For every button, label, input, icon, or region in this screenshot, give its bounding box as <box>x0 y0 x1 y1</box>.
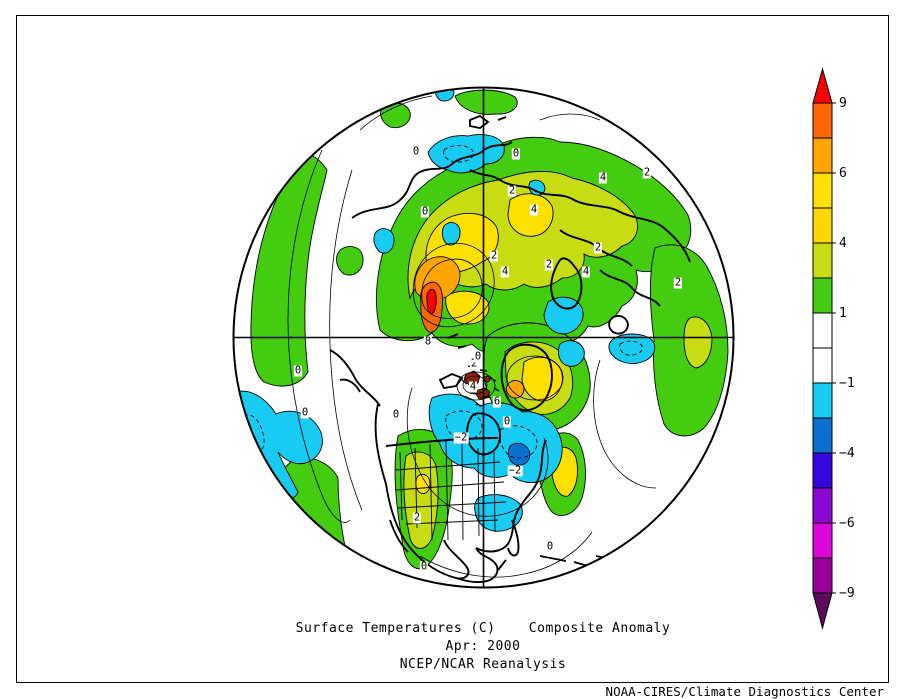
state-boundaries <box>395 439 507 541</box>
contour-value-label: 4 <box>598 171 608 184</box>
deep-blue-spots <box>507 442 531 466</box>
colorbar-tick-label: 4 <box>839 236 847 251</box>
colorbar: 9 6 4 1 −1 −4 −6 −9 <box>812 67 855 630</box>
contour-value-label: 4 <box>581 265 591 278</box>
colorbar-segment <box>812 382 833 419</box>
contour-value-label: 2 <box>469 357 479 370</box>
colorbar-segment <box>812 102 833 139</box>
contour-value-label: 0 <box>300 406 310 419</box>
colorbar-tick-label: −9 <box>839 586 855 601</box>
contour-value-label: 2 <box>489 249 499 262</box>
map-boundary-circle <box>232 86 735 589</box>
colorbar-tick-label: 1 <box>839 306 847 321</box>
contour-value-label: 4 <box>468 380 478 393</box>
map-title: Surface Temperatures (C) Composite Anoma… <box>295 621 671 636</box>
colorbar-tick-label: −6 <box>839 516 855 531</box>
map-subtitle-date: Apr: 2000 <box>445 639 521 654</box>
colorbar-segment <box>812 207 833 244</box>
contour-value-label: 0 <box>502 415 512 428</box>
contour-value-label: 0 <box>511 147 521 160</box>
contour-value-label: 4 <box>529 203 539 216</box>
contour-lines <box>287 95 657 578</box>
colorbar-segment <box>812 452 833 489</box>
contour-value-label: 0 <box>419 560 429 573</box>
map-content <box>234 88 733 587</box>
colorbar-segment <box>812 137 833 174</box>
contour-value-label: −2 <box>453 431 469 444</box>
map-dataset-label: NCEP/NCAR Reanalysis <box>399 657 567 672</box>
colorbar-segment <box>812 487 833 524</box>
contour-value-label: 2 <box>507 184 517 197</box>
contour-value-label: 2 <box>593 241 603 254</box>
contour-value-label: 2 <box>412 511 422 524</box>
colorbar-segment <box>812 242 833 279</box>
contour-value-label: −2 <box>507 464 523 477</box>
contour-value-label: 0 <box>545 540 555 553</box>
colorbar-segment <box>812 312 833 349</box>
contour-value-label: 2 <box>642 166 652 179</box>
contour-value-label: 4 <box>500 265 510 278</box>
credit-text: NOAA-CIRES/Climate Diagnostics Center <box>605 684 884 699</box>
contour-value-label: 8 <box>423 335 433 348</box>
colorbar-segment <box>812 417 833 454</box>
meridian-lines <box>234 88 733 587</box>
colorbar-segment <box>812 347 833 384</box>
contour-value-label: 0 <box>411 145 421 158</box>
colorbar-segment <box>812 277 833 314</box>
coastlines <box>329 114 691 584</box>
contour-value-label: 0 <box>420 205 430 218</box>
colorbar-tick-label: 6 <box>839 166 847 181</box>
colorbar-tick-label: 9 <box>839 96 847 111</box>
contour-value-label: 2 <box>544 258 554 271</box>
contour-value-label: 6 <box>492 395 502 408</box>
colorbar-arrow-down <box>812 592 833 630</box>
contour-value-label: 2 <box>673 276 683 289</box>
colorbar-tick-label: −1 <box>839 376 855 391</box>
contour-value-label: 0 <box>293 364 303 377</box>
colorbar-arrow-up <box>812 67 833 104</box>
contour-value-label: 0 <box>473 350 483 363</box>
colorbar-segment <box>812 557 833 594</box>
colorbar-tick-label: −4 <box>839 446 855 461</box>
plot-frame <box>16 15 889 683</box>
colorbar-segment <box>812 522 833 559</box>
colorbar-segment <box>812 172 833 209</box>
contour-value-label: 0 <box>391 408 401 421</box>
